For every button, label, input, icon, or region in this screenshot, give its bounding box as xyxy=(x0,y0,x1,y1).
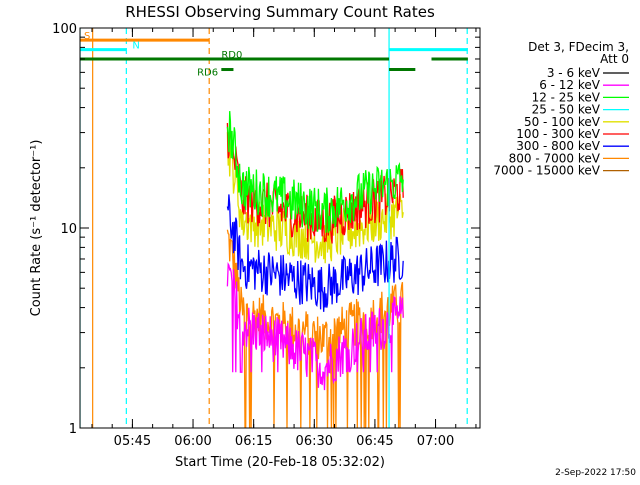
series-line-50-100keV xyxy=(226,132,404,264)
series-line-300-800keV xyxy=(226,194,404,312)
footer-date: 2-Sep-2022 17:50 xyxy=(555,468,636,478)
legend-label: 6 - 12 keV xyxy=(539,78,601,92)
legend-label: 300 - 800 keV xyxy=(516,139,600,153)
flag-label-RD6: RD6 xyxy=(197,68,218,79)
series-line-12-25keV xyxy=(226,111,404,233)
x-tick-label: 06:00 xyxy=(174,434,211,449)
y-tick-label: 100 xyxy=(52,22,77,37)
plot-data-layer xyxy=(80,28,468,428)
x-axis-title: Start Time (20-Feb-18 05:32:02) xyxy=(175,455,385,470)
x-tick-label: 06:30 xyxy=(296,434,333,449)
chart-title: RHESSI Observing Summary Count Rates xyxy=(125,3,435,21)
legend-label: 25 - 50 keV xyxy=(532,103,601,117)
series-line-6-12keV xyxy=(226,261,404,391)
legend-label: 100 - 300 keV xyxy=(516,127,600,141)
legend-label: 12 - 25 keV xyxy=(532,90,601,104)
flag-label-RD0: RD0 xyxy=(221,50,242,61)
legend-label: 3 - 6 keV xyxy=(547,66,601,80)
legend-header-line-1: Det 3, FDecim 3, xyxy=(528,40,629,54)
x-tick-label: 07:00 xyxy=(417,434,454,449)
axis-ticks: 05:45 06:00 06:15 06:30 06:45 07:00 1 10 100 xyxy=(52,22,480,449)
flag-label-S: S xyxy=(84,31,90,42)
y-tick-label: 1 xyxy=(69,422,77,437)
legend-header-line-2: Att 0 xyxy=(600,52,629,66)
flag-label-N: N xyxy=(132,41,139,52)
legend-label: 7000 - 15000 keV xyxy=(493,164,600,178)
legend-label: 800 - 7000 keV xyxy=(509,151,601,165)
x-tick-label: 06:15 xyxy=(235,434,272,449)
x-tick-label: 05:45 xyxy=(114,434,151,449)
y-tick-label: 10 xyxy=(60,222,77,237)
legend-label: 50 - 100 keV xyxy=(524,115,601,129)
y-axis-title: Count Rate (s⁻¹ detector⁻¹) xyxy=(29,140,44,317)
x-tick-label: 06:45 xyxy=(356,434,393,449)
